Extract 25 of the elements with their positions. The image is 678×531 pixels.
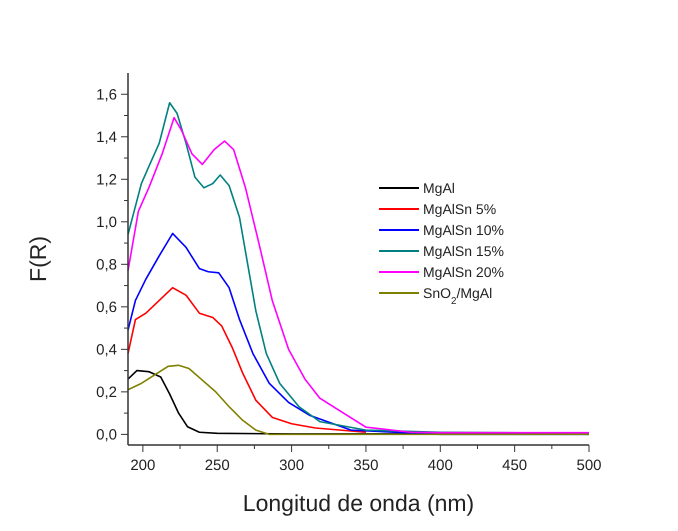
legend-label: MgAlSn 10% (423, 222, 504, 238)
legend-label: MgAlSn 15% (423, 243, 504, 259)
y-axis-title: F(R) (25, 236, 51, 282)
y-tick-label: 0,8 (96, 256, 117, 274)
x-tick-label: 250 (204, 457, 230, 474)
y-tick-label: 1,6 (96, 86, 117, 104)
y-tick-label: 1,0 (96, 214, 117, 231)
x-tick-label: 200 (130, 457, 156, 474)
x-tick-label: 450 (502, 457, 528, 474)
x-tick-label: 300 (279, 457, 304, 474)
line-series (127, 286, 367, 434)
x-tick-label: 500 (576, 457, 602, 474)
x-axis-title: Longitud de onda (nm) (242, 490, 474, 516)
x-tick-label: 350 (353, 457, 378, 474)
y-tick-label: 0,6 (96, 298, 117, 316)
legend-label: MgAl (423, 180, 455, 196)
y-tick-label: 0,0 (96, 426, 117, 444)
legend-label: MgAlSn 20% (423, 264, 504, 280)
legend-label: SnO$_{2}$/MgAl (423, 285, 492, 306)
y-tick-label: 1,2 (96, 171, 117, 188)
x-tick-label: 400 (428, 457, 453, 474)
y-tick-label: 1,4 (96, 128, 117, 146)
y-tick-label: 0,4 (96, 341, 117, 358)
legend-label: MgAlSn 5% (423, 201, 496, 217)
y-tick-label: 0,2 (96, 384, 117, 401)
